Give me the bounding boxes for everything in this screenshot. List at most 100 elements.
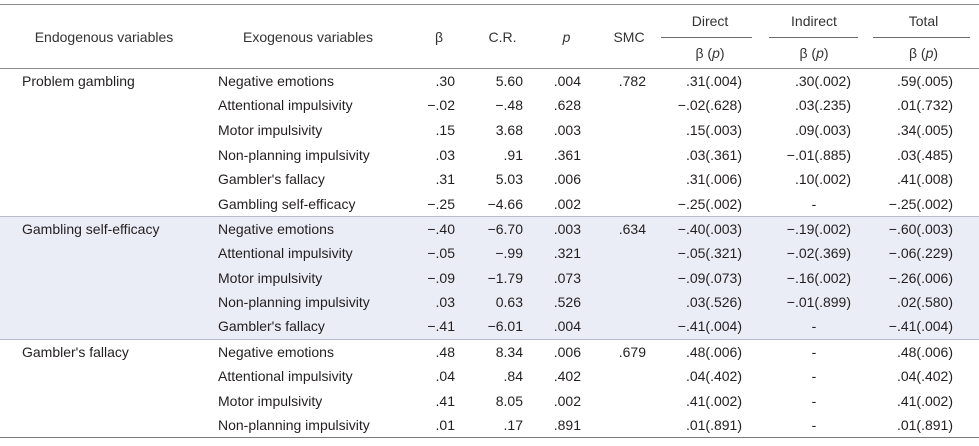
subheader-close: ): [823, 44, 829, 61]
cell-direct: .01(.891): [685, 416, 742, 433]
cell-exogenous: Non-planning impulsivity: [218, 416, 370, 433]
cell-total: .04(.402): [896, 367, 953, 384]
group-gamblers-fallacy: Gambler's fallacy Negative emotions .48 …: [0, 339, 979, 438]
cell-beta: .15: [435, 121, 455, 138]
cell-exogenous: Negative emotions: [218, 220, 334, 237]
table-row: Non-planning impulsivity .03 0.63 .526 .…: [0, 290, 979, 315]
cell-cr: 8.05: [495, 392, 523, 409]
cell-cr: −6.01: [487, 318, 523, 335]
cell-cr: −.48: [495, 97, 523, 114]
cell-beta: −.09: [427, 269, 455, 286]
cell-p: .004: [553, 73, 581, 90]
header-beta: β: [434, 28, 444, 45]
cell-beta: .48: [435, 343, 455, 360]
empty-cell: [0, 413, 208, 438]
header-indirect: Indirect: [760, 5, 868, 38]
cell-p: .003: [553, 121, 581, 138]
table-row: Gambler's fallacy .31 5.03 .006 .31(.006…: [0, 167, 979, 192]
table-row: Gambling self-efficacy Negative emotions…: [0, 216, 979, 241]
cell-beta: .03: [435, 294, 455, 311]
empty-cell: [0, 290, 208, 315]
cell-p: .003: [553, 220, 581, 237]
empty-cell: [0, 118, 208, 143]
cell-beta: −.25: [427, 195, 455, 212]
cell-p: .321: [553, 244, 581, 261]
cell-direct: .31(.004): [685, 73, 742, 90]
cell-p: .361: [553, 146, 581, 163]
empty-cell: [0, 167, 208, 192]
cell-exogenous: Gambler's fallacy: [218, 318, 325, 335]
cell-p: .891: [553, 416, 581, 433]
table-row: Attentional impulsivity .04 .84 .402 .04…: [0, 364, 979, 389]
header-exogenous: Exogenous variables: [243, 28, 373, 45]
table-row: Gambling self-efficacy −.25 −4.66 .002 −…: [0, 191, 979, 216]
table-row: Attentional impulsivity −.02 −.48 .628 −…: [0, 93, 979, 118]
cell-endogenous: Gambling self-efficacy: [22, 220, 160, 237]
cell-total: .48(.006): [896, 343, 953, 360]
cell-total: .41(.008): [896, 171, 953, 188]
cell-cr: −6.70: [487, 220, 523, 237]
cell-exogenous: Non-planning impulsivity: [218, 146, 370, 163]
cell-direct: −.05(.321): [677, 244, 742, 261]
cell-beta: −.05: [427, 244, 455, 261]
table-row: Gambler's fallacy Negative emotions .48 …: [0, 339, 979, 364]
cell-total: .02(.580): [896, 294, 953, 311]
header-direct: Direct: [660, 5, 760, 38]
table-row: Motor impulsivity .15 3.68 .003 .15(.003…: [0, 118, 979, 143]
empty-cell: [598, 93, 660, 118]
cell-indirect: .03(.235): [794, 97, 851, 114]
group-problem-gambling: Problem gambling Negative emotions .30 5…: [0, 69, 979, 217]
subheader-stat: p: [712, 44, 720, 61]
cell-exogenous: Attentional impulsivity: [218, 367, 353, 384]
cell-indirect: −.19(.002): [786, 220, 851, 237]
table-row: Problem gambling Negative emotions .30 5…: [0, 69, 979, 94]
cell-beta: −.02: [427, 97, 455, 114]
table-row: Attentional impulsivity −.05 −.99 .321 −…: [0, 241, 979, 266]
subheader-indirect: β (p): [760, 38, 868, 69]
cell-exogenous: Attentional impulsivity: [218, 244, 353, 261]
cell-cr: 3.68: [495, 121, 523, 138]
cell-total: −.41(.004): [888, 318, 953, 335]
cell-cr: −1.79: [487, 269, 523, 286]
empty-cell: [598, 191, 660, 216]
subheader-row: β (p) β (p) β (p): [0, 38, 979, 69]
table-row: Non-planning impulsivity .03 .91 .361 .0…: [0, 142, 979, 167]
cell-p: .628: [553, 97, 581, 114]
cell-exogenous: Motor impulsivity: [218, 269, 323, 286]
cell-beta: −.41: [427, 318, 455, 335]
empty-cell: [0, 265, 208, 290]
cell-p: .526: [553, 294, 581, 311]
cell-direct: .41(.002): [685, 392, 742, 409]
empty-cell: [598, 142, 660, 167]
cell-indirect: −.02(.369): [786, 244, 851, 261]
cell-smc: .679: [618, 343, 646, 360]
cell-indirect: -: [811, 318, 817, 335]
group-gambling-self-efficacy: Gambling self-efficacy Negative emotions…: [0, 216, 979, 340]
header-total: Total: [868, 5, 979, 38]
cell-indirect: .30(.002): [794, 73, 851, 90]
cell-indirect: -: [811, 195, 817, 212]
cell-exogenous: Attentional impulsivity: [218, 97, 353, 114]
cell-direct: −.41(.004): [677, 318, 742, 335]
cell-p: .004: [553, 318, 581, 335]
cell-indirect: −.16(.002): [786, 269, 851, 286]
cell-direct: −.40(.003): [677, 220, 742, 237]
cell-cr: .84: [503, 367, 523, 384]
cell-cr: 8.34: [495, 343, 523, 360]
empty-cell: [0, 388, 208, 413]
cell-indirect: -: [811, 367, 817, 384]
cell-exogenous: Non-planning impulsivity: [218, 294, 370, 311]
cell-direct: .31(.006): [685, 171, 742, 188]
table-row: Gambler's fallacy −.41 −6.01 .004 −.41(.…: [0, 314, 979, 339]
cell-indirect: -: [811, 392, 817, 409]
subheader-stat: p: [816, 44, 824, 61]
empty-cell: [598, 314, 660, 339]
cell-indirect: −.01(.885): [786, 146, 851, 163]
cell-total: .59(.005): [896, 73, 953, 90]
cell-total: −.26(.006): [888, 269, 953, 286]
empty-cell: [598, 265, 660, 290]
cell-exogenous: Motor impulsivity: [218, 121, 323, 138]
header-p: p: [562, 28, 571, 45]
cell-total: .41(.002): [896, 392, 953, 409]
cell-beta: .30: [435, 73, 455, 90]
